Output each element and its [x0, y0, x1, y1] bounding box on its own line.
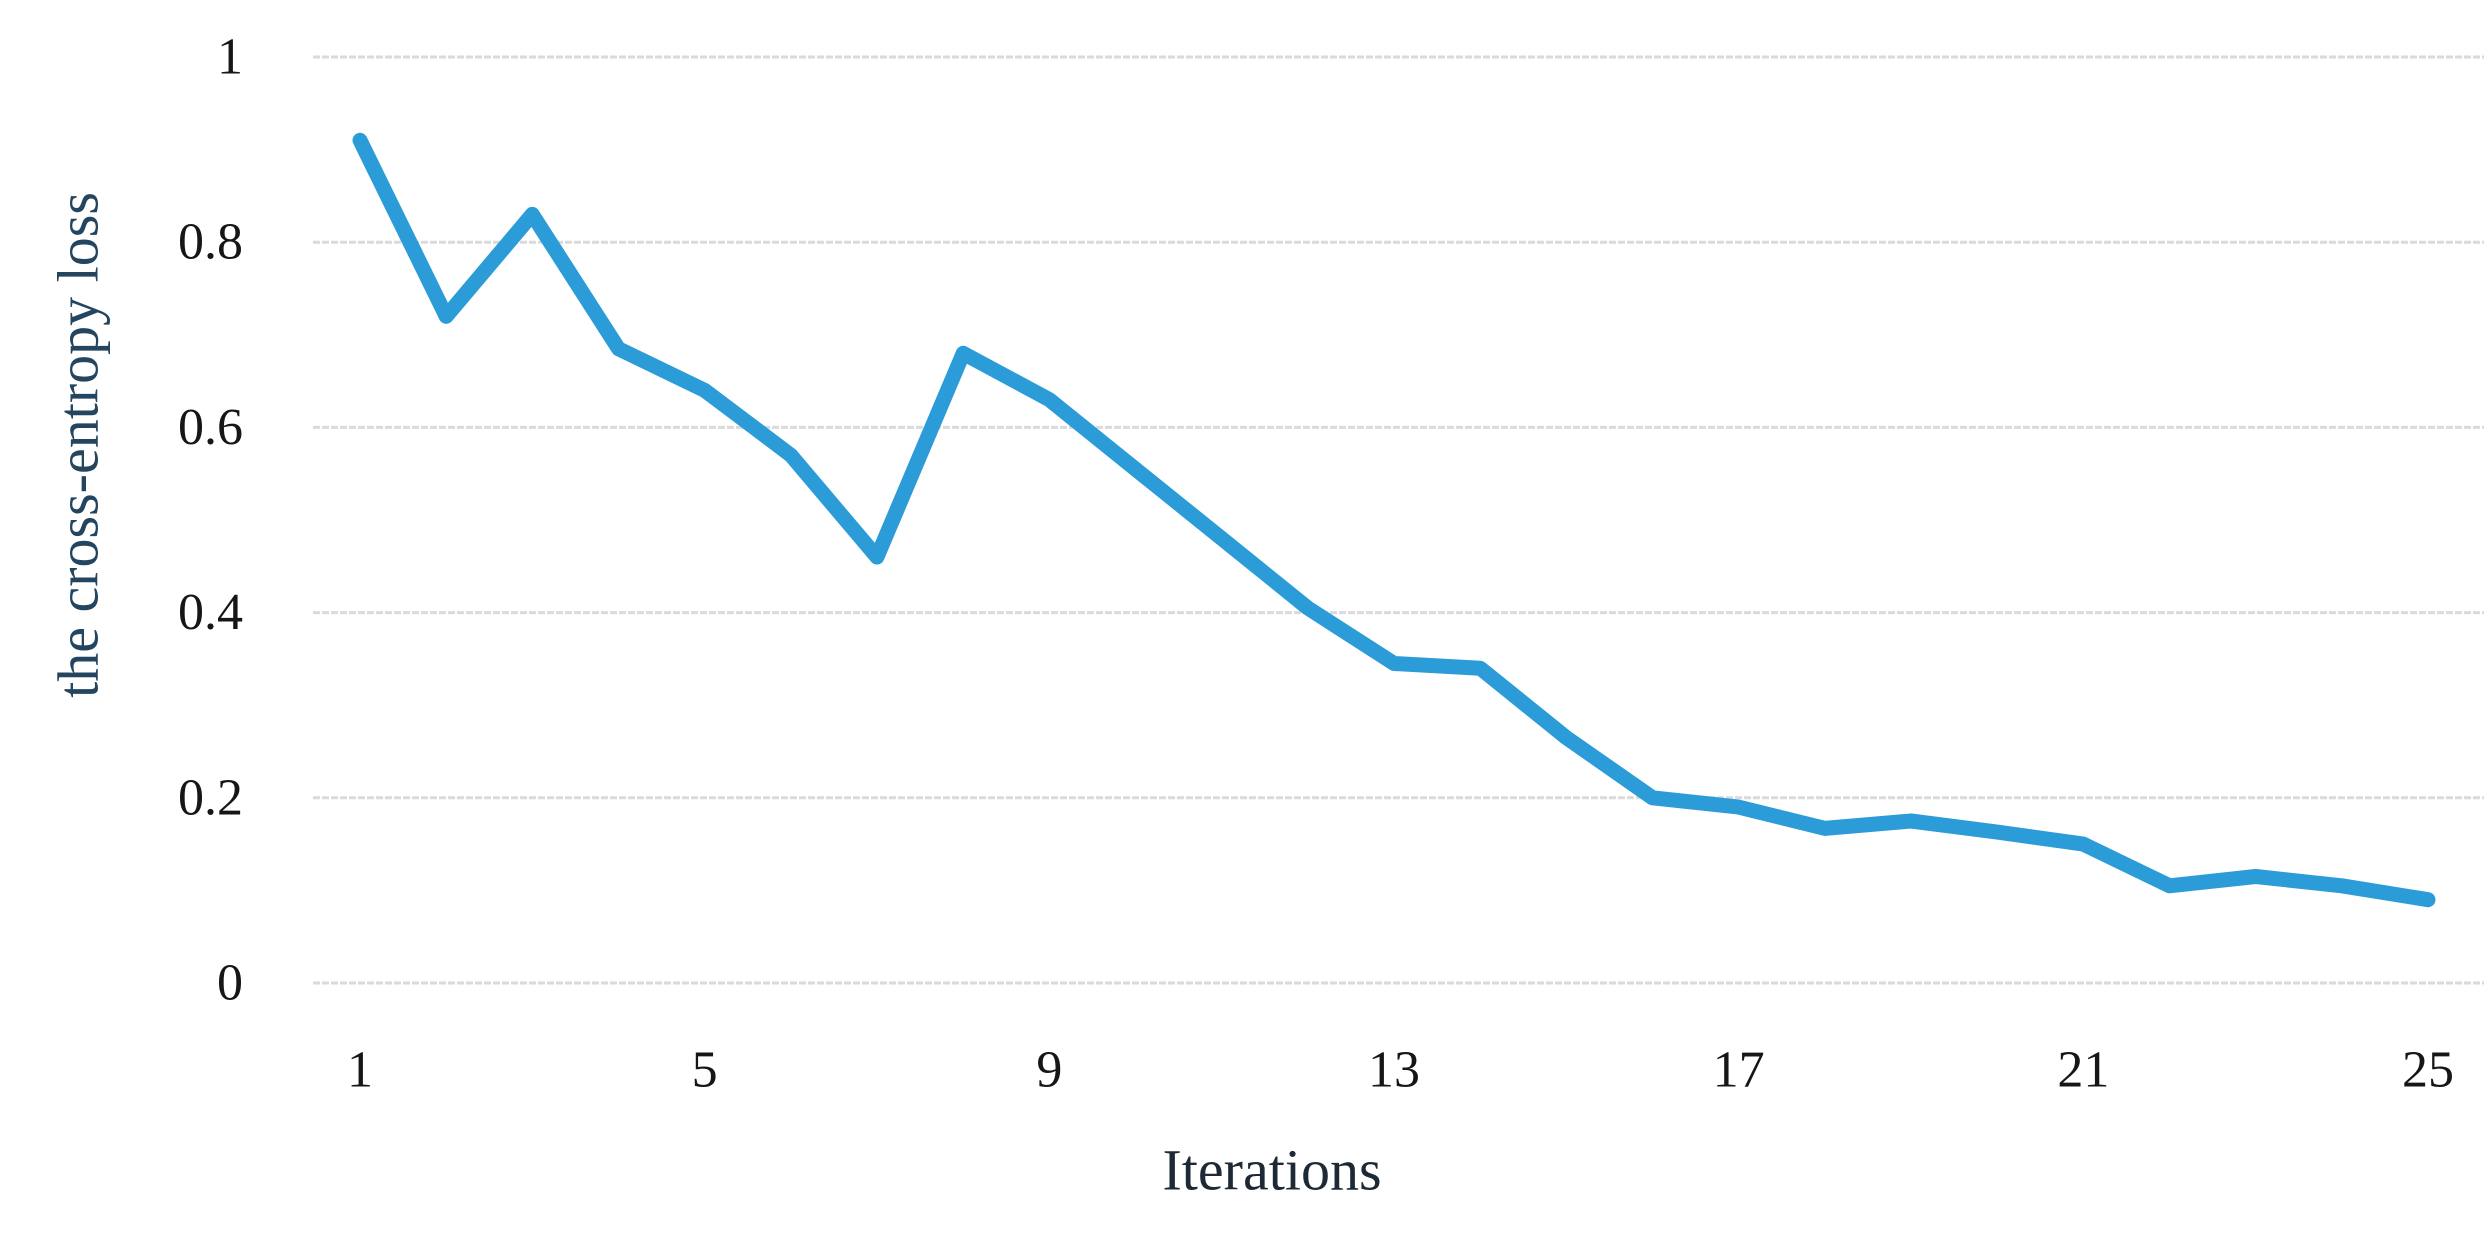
x-tick-label: 21: [2057, 1042, 2109, 1099]
y-tick-label: 1: [217, 29, 243, 86]
y-tick-label: 0: [217, 955, 243, 1012]
y-tick-label: 0.6: [178, 399, 243, 456]
loss-line: [352, 132, 2436, 908]
loss-line-series: [352, 132, 2436, 908]
y-axis-title: the cross-entropy loss: [46, 192, 111, 698]
x-axis-tick-labels: 1 5 9 13 17 21 25: [347, 1042, 2454, 1099]
x-tick-label: 9: [1036, 1042, 1062, 1099]
gridlines: [313, 55, 2484, 985]
x-tick-label: 25: [2402, 1042, 2454, 1099]
y-axis-tick-labels: 1 0.8 0.6 0.4 0.2 0: [178, 29, 243, 1012]
y-tick-label: 0.4: [178, 584, 243, 641]
x-tick-label: 13: [1368, 1042, 1420, 1099]
x-axis-title: Iterations: [1162, 1138, 1381, 1203]
x-tick-label: 5: [692, 1042, 718, 1099]
y-tick-label: 0.8: [178, 214, 243, 271]
y-tick-label: 0.2: [178, 769, 243, 826]
x-tick-label: 17: [1713, 1042, 1765, 1099]
x-tick-label: 1: [347, 1042, 373, 1099]
